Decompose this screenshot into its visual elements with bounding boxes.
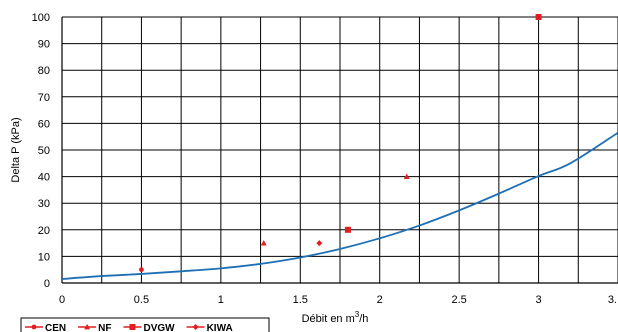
legend-label-kiwa: KIWA [207, 323, 233, 332]
y-tick-label: 20 [38, 225, 50, 237]
y-tick-label: 50 [38, 145, 50, 157]
fitted-curve [61, 131, 618, 280]
y-tick-label: 70 [38, 92, 50, 104]
tick-labels: 0 10 20 30 40 50 60 70 80 90 100 0 0.5 1 1.5 2 2.5 3 3. [32, 12, 617, 306]
point-nf [260, 240, 267, 246]
x-tick-label: 2.5 [451, 294, 466, 306]
x-tick-label: 2 [377, 294, 383, 306]
legend-box [20, 317, 270, 332]
legend-marker-kiwa [192, 324, 199, 330]
x-tick-label: 3 [536, 294, 542, 306]
x-axis-label-sup: 3 [355, 310, 360, 319]
x-tick-label: 0 [59, 294, 65, 306]
legend-marker-dvgw [129, 324, 136, 330]
legend-label-dvgw: DVGW [143, 323, 175, 332]
y-tick-label: 100 [32, 12, 50, 24]
y-tick-label: 90 [38, 39, 50, 51]
point-kiwa [316, 240, 323, 247]
point-cen [139, 267, 144, 273]
y-tick-label: 80 [38, 65, 50, 77]
legend-label-cen: CEN [45, 323, 66, 332]
y-tick-label: 10 [38, 251, 50, 263]
y-tick-label: 60 [38, 118, 50, 130]
legend-label-nf: NF [98, 323, 111, 332]
point-dvgw [344, 226, 351, 233]
curve-layer [61, 131, 618, 280]
x-tick-label: 0.5 [134, 294, 149, 306]
x-axis-label-suffix: /h [359, 313, 368, 325]
y-tick-label: 30 [38, 198, 50, 210]
grid [61, 16, 618, 284]
points-layer [139, 14, 542, 273]
x-tick-label: 1.5 [293, 294, 308, 306]
y-tick-label: 40 [38, 172, 50, 184]
x-tick-label: 3. [608, 294, 617, 306]
x-tick-label: 1 [218, 294, 224, 306]
y-axis-label: Delta P (kPa) [10, 117, 22, 182]
legend-marker-nf [84, 324, 91, 330]
legend-marker-cen [31, 324, 37, 330]
y-tick-label: 0 [44, 278, 50, 290]
legend: CEN NF DVGW KIWA [20, 317, 270, 332]
point-dvgw [535, 14, 542, 20]
x-axis-label: Débit en m3/h [302, 310, 369, 325]
x-axis-label-main: Débit en m [302, 313, 355, 325]
point-nf [403, 173, 410, 179]
